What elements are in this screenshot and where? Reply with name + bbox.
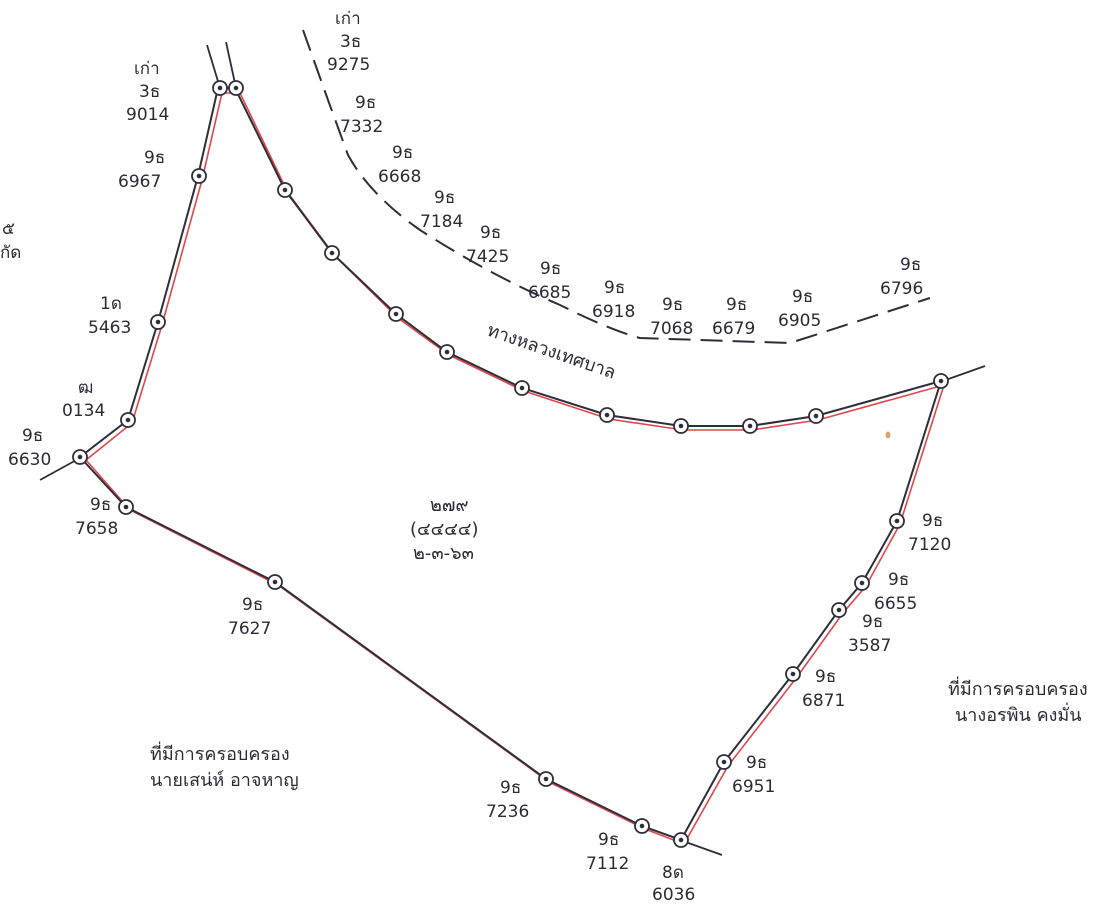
marker-point [673,418,689,434]
marker-label: 6967 [118,172,161,192]
marker-label: 6918 [592,302,635,322]
marker-point [634,818,650,834]
marker-label: 3587 [848,636,891,656]
owner-east-line1: ที่มีการครอบครอง [948,676,1088,700]
marker-label: 9014 [126,105,169,125]
marker-point [831,602,847,618]
marker-point [854,575,870,591]
marker-label: 7120 [908,535,951,555]
marker-point [150,314,166,330]
marker-label: 7425 [466,247,509,267]
marker-label: 9ธ [392,143,413,163]
marker-point [388,306,404,322]
marker-label: 8ด [662,863,684,883]
marker-label: 9ธ [662,295,683,315]
marker-point [933,373,949,389]
marker-label: 9ธ [355,93,376,113]
marker-point [514,380,530,396]
owner-southwest-line1: ที่มีการครอบครอง [150,741,290,765]
marker-point [212,80,228,96]
marker-label: 9275 [327,55,370,75]
marker-label: 9ธ [90,495,111,515]
marker-label: 0134 [62,401,105,421]
marker-label: 9ธ [726,295,747,315]
marker-label: 7068 [650,319,693,339]
marker-label: 9ธ [540,259,561,279]
marker-point [277,182,293,198]
marker-point [673,832,689,848]
marker-label: เก่า [134,59,160,79]
marker-label: 9ธ [242,595,263,615]
marker-label: 9ธ [22,426,43,446]
marker-label: 7184 [420,212,463,232]
marker-label: เก่า [335,9,361,29]
marker-label: 9ธ [900,255,921,275]
marker-label: 9ธ [922,511,943,531]
owner-east-line2: นางอรพิน คงมั่น [955,702,1082,726]
marker-label: 6951 [732,777,775,797]
marker-point [118,499,134,515]
road-name: ทางหลวงเทศบาล [484,320,618,384]
parcel-survey-number: (๔๔๔๔) [410,519,479,540]
marker-label: 7332 [340,117,383,137]
boundary-markers [72,80,949,848]
marker-label: 9ธ [862,612,883,632]
marker-label: 7658 [75,519,118,539]
marker-label: 3ธ [340,32,361,52]
marker-label: 6036 [652,885,695,905]
marker-point [439,344,455,360]
marker-point [324,245,340,261]
marker-label: 9ธ [598,830,619,850]
parcel-boundary [78,87,943,842]
marker-point [785,666,801,682]
parcel-number: ๒๗๙ [430,495,469,516]
parcel-boundary-red [84,92,946,845]
marker-point [742,418,758,434]
marker-point [538,771,554,787]
road-far-boundary [302,29,931,345]
marker-point [72,449,88,465]
marker-label: 1ด [100,294,122,314]
marker-label: 6796 [880,279,923,299]
marker-point [599,407,615,423]
marker-point [228,80,244,96]
marker-label: 9ธ [888,570,909,590]
marker-label: 9ธ [746,753,767,773]
marker-label: 6679 [712,319,755,339]
partial-label-line2: กัด [0,243,21,263]
marker-label: 5463 [88,318,131,338]
marker-label: 9ธ [144,148,165,168]
marker-label: 6905 [778,311,821,331]
marker-point [120,412,136,428]
marker-point [808,408,824,424]
parcel-area: ๒-๓-๖๓ [413,543,474,564]
marker-label: 9ธ [792,287,813,307]
marker-label: 9ธ [815,667,836,687]
marker-label: 9ธ [434,188,455,208]
marker-label: 7627 [228,619,271,639]
marker-label: 6668 [378,167,421,187]
marker-label: 7112 [586,854,629,874]
marker-labels: เก่า 3ธ 9014 9ธ 6967 1ด 5463 ฒ 0134 9ธ 6… [8,9,951,905]
marker-point [267,574,283,590]
marker-label: 6871 [802,691,845,711]
partial-label-line1: ๕ [2,219,15,239]
marker-label: 9ธ [500,778,521,798]
marker-label: 6630 [8,450,51,470]
marker-label: ฒ [78,378,93,398]
marker-point [191,168,207,184]
marker-label: 9ธ [480,223,501,243]
marker-point [889,513,905,529]
marker-label: 9ธ [604,278,625,298]
marker-label: 3ธ [139,82,160,102]
extension-line-west [39,457,81,481]
marker-label: 6655 [874,594,917,614]
owner-southwest-line2: นายเสน่ห์ อาจหาญ [150,770,299,791]
marker-point [716,754,732,770]
marker-label: 7236 [486,802,529,822]
stain-mark [885,431,891,439]
marker-label: 6685 [528,283,571,303]
